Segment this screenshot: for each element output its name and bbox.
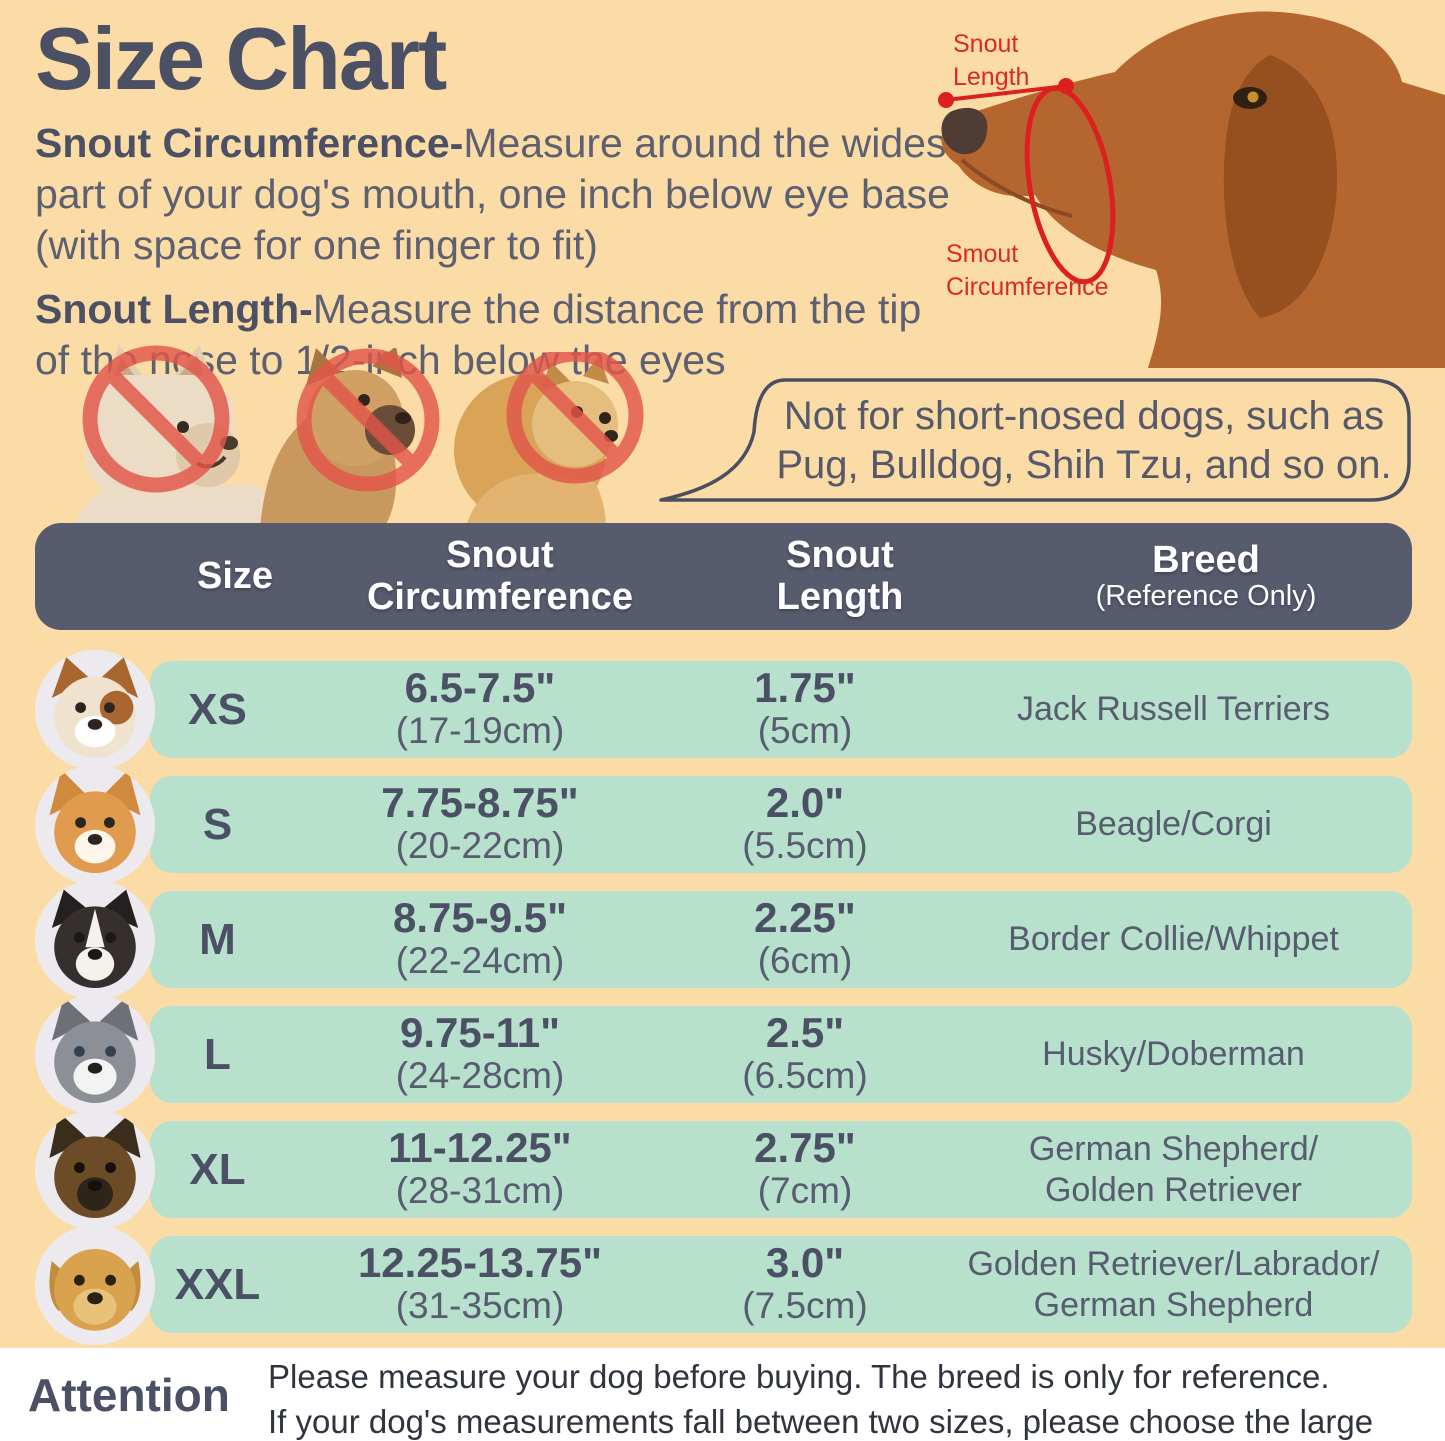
- french-bulldog-fawn-crossed-out: [260, 348, 440, 530]
- length-cell: 2.5" (6.5cm): [742, 1009, 868, 1097]
- attention-footer: Attention Please measure your dog before…: [0, 1348, 1445, 1441]
- breed-cell: Jack Russell Terriers: [1016, 690, 1330, 729]
- dog-face-icon: [51, 997, 139, 1103]
- circumference-cell: 9.75-11" (24-28cm): [395, 1009, 565, 1097]
- length-cell: 3.0" (7.5cm): [742, 1239, 868, 1327]
- breed-cell: Border Collie/Whippet: [1008, 920, 1339, 959]
- avatar-husky: [35, 995, 155, 1115]
- warning-text: Not for short-nosed dogs, such as Pug, B…: [760, 392, 1408, 490]
- warning-line-2: Pug, Bulldog, Shih Tzu, and so on.: [776, 442, 1392, 487]
- length-cell: 2.0" (5.5cm): [742, 779, 868, 867]
- breed-cell: Beagle/Corgi: [1075, 805, 1272, 844]
- warning-speech-bubble: Not for short-nosed dogs, such as Pug, B…: [655, 376, 1420, 508]
- header-snout-circumference: Snout Circumference: [366, 533, 634, 618]
- circumference-cell: 7.75-8.75" (20-22cm): [381, 779, 579, 867]
- avatar-german-shepherd: [35, 1110, 155, 1230]
- speech-bubble-outline: [659, 378, 1411, 502]
- page-title: Size Chart: [35, 9, 447, 108]
- size-cell: M: [199, 914, 236, 964]
- avatar-corgi: [35, 765, 155, 885]
- breed-cell: Golden Retriever/Labrador/German Shepher…: [967, 1245, 1380, 1324]
- snout-circumference-text: Measure around the widest part of your d…: [35, 120, 958, 268]
- size-cell: S: [202, 799, 233, 849]
- avatar-border-collie: [35, 880, 155, 1000]
- dog-face-icon: [49, 1249, 141, 1331]
- snout-length-label: Snout Length-: [35, 286, 313, 333]
- length-cell: 2.75" (7cm): [754, 1124, 856, 1212]
- table-row: L 9.75-11" (24-28cm) 2.5" (6.5cm) Husky/Do…: [35, 995, 1412, 1115]
- circumference-cell: 12.25-13.75" (31-35cm): [357, 1239, 603, 1327]
- avatar-jack-russell-terrier: [35, 650, 155, 770]
- table-row: M 8.75-9.5" (22-24cm) 2.25" (6cm) Border C…: [35, 880, 1412, 1000]
- snout-circumference-label: Snout Circumference-: [35, 120, 464, 166]
- length-measure-line: [938, 78, 1074, 108]
- dog-face-icon: [49, 769, 141, 873]
- size-cell: XL: [189, 1144, 246, 1194]
- diagram-label-snout-length: Snout Length: [953, 30, 1030, 91]
- pomeranian-crossed-out: [454, 352, 644, 530]
- size-cell: XXL: [174, 1259, 261, 1309]
- french-bulldog-cream-crossed-out: [75, 345, 281, 530]
- length-cell: 1.75" (5cm): [754, 664, 856, 752]
- circumference-cell: 8.75-9.5" (22-24cm): [392, 894, 568, 982]
- length-cell: 2.25" (6cm): [754, 894, 856, 982]
- dog-face-icon: [51, 889, 139, 988]
- attention-label: Attention: [28, 1368, 230, 1421]
- attention-text: Please measure your dog before buying. T…: [268, 1355, 1445, 1441]
- avatar-golden-retriever: [35, 1225, 155, 1345]
- table-row: XS 6.5-7.5" (17-19cm) 1.75" (5cm) Jack Rus…: [35, 650, 1412, 770]
- table-row: XL 11-12.25" (28-31cm) 2.75" (7cm) German …: [35, 1110, 1412, 1230]
- circumference-cell: 6.5-7.5" (17-19cm): [395, 664, 565, 752]
- no-symbol-icon: [82, 345, 230, 493]
- warning-line-1: Not for short-nosed dogs, such as: [783, 394, 1385, 438]
- dog-face-icon: [51, 657, 139, 758]
- size-cell: L: [204, 1029, 231, 1079]
- vizsla-dog-head-illustration: [938, 11, 1445, 368]
- breed-cell: Husky/Doberman: [1042, 1035, 1305, 1074]
- table-row: S 7.75-8.75" (20-22cm) 2.0" (5.5cm) Beagle…: [35, 765, 1412, 885]
- table-row: XXL 12.25-13.75" (31-35cm) 3.0" (7.5cm) Go…: [35, 1225, 1412, 1345]
- header-snout-length: Snout Length: [776, 533, 904, 618]
- header-breed-note: (Reference Only): [1095, 580, 1317, 613]
- table-header: Size Snout Circumference Snout Length Br…: [35, 523, 1412, 630]
- header-size: Size: [196, 554, 274, 597]
- no-symbol-icon: [296, 348, 440, 492]
- breed-cell: German Shepherd/Golden Retriever: [1028, 1130, 1319, 1209]
- dog-face-icon: [49, 1112, 141, 1218]
- size-cell: XS: [188, 684, 247, 734]
- diagram-label-snout-circumference: Smout Circumference: [946, 240, 1109, 301]
- circumference-cell: 11-12.25" (28-31cm): [388, 1124, 572, 1212]
- attention-line-1: Please measure your dog before buying. T…: [268, 1358, 1330, 1395]
- no-symbol-icon: [506, 352, 644, 484]
- header-breed: Breed (Reference Only): [1000, 539, 1412, 614]
- snout-circumference-instruction: Snout Circumference-Measure around the w…: [35, 118, 960, 270]
- attention-line-2: If your dog's measurements fall between …: [268, 1402, 1374, 1440]
- measuring-diagram: Snout Length Smout Circumference: [920, 0, 1445, 368]
- intro-block: Size Chart Snout Circumference-Measure a…: [35, 8, 960, 400]
